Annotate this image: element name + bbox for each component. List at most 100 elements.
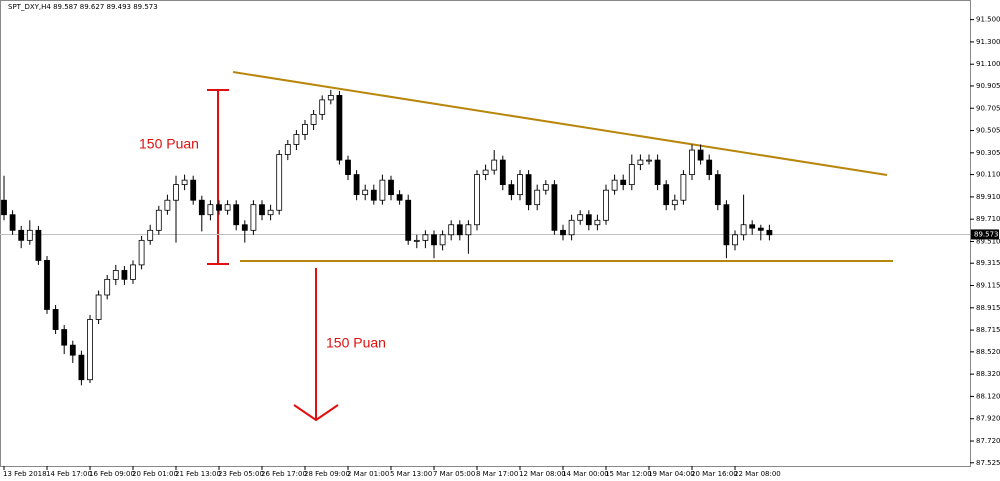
candle-body [465,224,472,236]
candle-body [241,224,248,231]
candle-body [379,179,386,201]
candle-body [646,159,652,162]
x-tick-label: 7 Mar 05:00 [433,470,475,478]
y-tick-label: 88.715 [976,326,1000,334]
candle-body [95,294,102,320]
candle-body [551,184,558,231]
candle-body [663,184,670,206]
x-tick-label: 16 Feb 09:00 [89,470,135,478]
candle-body [138,239,145,266]
candle-body [327,95,334,101]
candle-body [542,184,549,191]
y-tick-label: 88.520 [976,348,1000,356]
candle-body [757,227,764,231]
candle-body [499,159,506,186]
candle-body [560,229,566,236]
y-tick-label: 89.910 [976,193,1000,201]
candle-body [78,354,85,381]
candle-body [603,189,609,221]
y-tick-label: 87.720 [976,437,1000,445]
y-tick-label: 91.100 [976,60,1000,68]
y-tick-label: 91.300 [976,38,1000,46]
trendline [232,71,888,176]
annotation: 150 Puan [139,136,199,152]
candle-body [250,204,257,231]
x-tick-label: 12 Mar 08:00 [519,470,566,478]
plot-frame [0,0,971,467]
candle-body [697,149,704,161]
candle-body [517,174,523,196]
candle-body [749,224,756,229]
candle-body [577,214,584,221]
candle-body [585,214,592,226]
current-price-label: 89.573 [974,230,999,238]
candle-body [293,134,300,145]
y-tick-label: 90.905 [976,82,1000,90]
candle-body [611,179,618,191]
candle-body [216,204,222,211]
candle-body [112,270,119,280]
current-price-box [971,229,999,240]
x-tick-label: 20 Feb 01:00 [132,470,178,478]
candle-body [766,229,773,236]
candle-body [61,329,68,346]
x-tick-label: 22 Mar 08:00 [734,470,781,478]
candle-body [1,199,7,216]
candle-body [732,234,738,246]
candle-body [302,124,308,135]
x-tick-label: 20 Mar 16:00 [691,470,738,478]
x-tick-label: 28 Feb 09:00 [304,470,350,478]
candle-body [155,209,162,231]
candle-body [431,234,437,246]
candle-body [284,144,291,155]
candle-body [671,199,678,206]
y-tick-label: 87.920 [976,415,1000,423]
y-tick-label: 90.305 [976,149,1000,157]
y-tick-label: 89.710 [976,215,1000,223]
x-tick-label: 8 Mar 17:00 [476,470,518,478]
candle-body [353,174,360,196]
candle-body [190,179,197,201]
candle-body [121,270,128,280]
candle-body [534,189,541,206]
x-tick-label: 2 Mar 01:00 [347,470,389,478]
candle-body [680,174,687,201]
y-tick-label: 90.705 [976,104,1000,112]
candle-body [233,204,240,226]
candle-body [69,344,76,356]
candle-body [413,239,420,242]
x-tick-label: 21 Feb 13:00 [175,470,221,478]
candle-body [35,229,42,261]
x-tick-label: 26 Feb 17:00 [261,470,307,478]
candle-body [714,174,721,206]
candle-body [723,204,730,246]
candle-body [104,278,111,296]
candle-body [628,164,635,186]
candle-body [181,179,188,186]
candle-body [482,169,489,175]
y-tick-label: 88.120 [976,392,1000,400]
candle-body [276,154,283,211]
candle-body [26,229,33,241]
y-tick-label: 87.525 [976,459,1000,467]
candle-body [173,184,179,201]
candle-body [336,95,343,161]
y-tick-label: 89.115 [976,282,1000,290]
y-tick-label: 88.915 [976,304,1000,312]
arrow-head [293,404,339,422]
candle-body [52,309,59,330]
x-tick-label: 19 Mar 04:00 [648,470,695,478]
candle-body [740,224,747,236]
candle-body [474,174,480,226]
candle-body [44,260,50,310]
candle-body [207,204,214,216]
candle-body [508,184,515,196]
x-tick-label: 13 Feb 2018 [3,470,47,478]
candle-body [198,199,205,216]
y-tick-label: 91.500 [976,16,1000,24]
candle-body [370,189,377,201]
candle-body [267,209,274,216]
candle-body [654,159,661,186]
candle-body [405,199,412,241]
